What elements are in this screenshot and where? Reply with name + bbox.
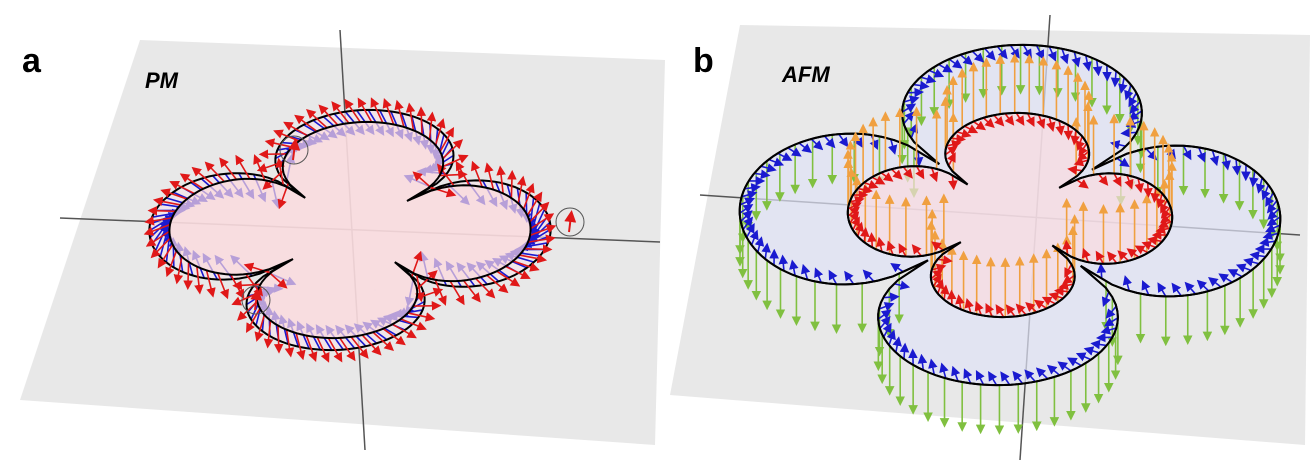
spin-arrow [237,284,260,285]
spin-arrow [883,297,895,298]
spin-arrow [440,174,463,175]
spin-arrow [872,237,873,247]
spin-arrow [1059,291,1069,292]
spin-arrow [951,138,961,139]
spin-arrow [152,211,175,212]
spin-arrow [783,259,784,271]
spin-arrow [1236,159,1237,171]
panel-title: PM [145,68,179,93]
panel-label: b [693,42,714,80]
spin-arrow [421,111,422,134]
spin-arrow [278,326,279,349]
spin-arrow [908,92,920,93]
spin-arrow [1115,71,1116,83]
spin-arrow [1155,188,1156,198]
panel-label: a [22,42,42,80]
spin-arrow [1101,337,1113,338]
figure: a PM b AFM [0,0,1314,464]
spin-arrow [864,232,865,242]
spin-arrow [511,175,512,198]
spin-arrow [188,262,189,285]
panel-title: AFM [781,62,830,87]
spin-arrow [904,347,905,359]
spin-arrow [1148,183,1149,193]
spin-arrow [524,249,547,250]
